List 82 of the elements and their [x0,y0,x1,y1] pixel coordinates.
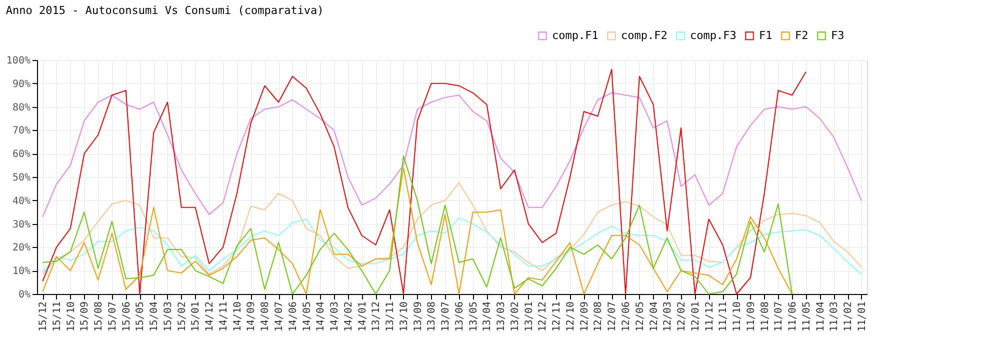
x-tick-label: 12/11 [552,302,563,332]
legend-label: F1 [759,28,772,42]
x-tick-label: 14/11 [218,302,230,332]
x-tick-label: 15/09 [80,302,91,332]
x-tick-label: 14/04 [316,302,327,332]
x-tick-label: 12/03 [662,302,674,332]
x-tick-label: 12/06 [620,302,632,332]
x-tick-label: 14/10 [232,302,244,332]
x-tick-label: 14/12 [204,302,216,332]
x-tick-label: 15/07 [107,302,118,332]
x-tick-label: 15/05 [135,302,146,332]
x-tick-label: 12/05 [634,302,646,332]
x-tick-label: 12/02 [676,302,688,332]
x-tick-label: 14/01 [357,302,368,332]
legend-label: F2 [795,28,808,42]
legend-label: F3 [831,28,844,42]
x-tick-label: 11/02 [843,302,854,332]
x-tick-label: 13/03 [496,302,508,332]
y-tick-label: 90% [12,78,30,90]
y-tick-label: 50% [12,172,30,184]
x-tick-label: 14/09 [246,302,258,332]
x-tick-label: 12/12 [538,302,549,332]
line-series [42,217,862,275]
line-series [42,92,862,218]
x-tick-label: 15/03 [162,302,174,332]
y-tick-label: 60% [12,149,30,160]
line-series [42,182,862,275]
x-tick-label: 13/12 [371,302,382,332]
chart-title: Anno 2015 - Autoconsumi Vs Consumi (comparativa) [6,4,324,17]
x-tick-label: 13/04 [482,302,494,332]
x-tick-label: 12/08 [593,302,604,332]
x-tick-label: 11/06 [788,302,799,332]
y-tick-label: 70% [12,126,30,137]
x-tick-label: 13/05 [468,302,480,332]
x-tick-label: 13/06 [454,302,466,332]
x-tick-label: 13/02 [510,302,521,332]
x-tick-label: 12/01 [690,302,702,332]
x-tick-label: 15/11 [52,302,63,332]
x-tick-label: 15/04 [149,302,160,332]
x-tick-label: 15/02 [176,302,188,332]
x-tick-label: 14/05 [302,302,313,332]
y-tick-label: 0% [18,290,30,300]
x-tick-label: 11/07 [774,302,785,332]
y-tick-label: 80% [12,102,30,114]
x-tick-label: 14/06 [288,302,299,332]
x-tick-label: 12/07 [607,302,618,332]
x-tick-label: 14/03 [330,302,341,332]
y-tick-label: 10% [12,266,30,278]
x-tick-label: 12/09 [579,302,590,332]
x-tick-label: 11/08 [760,302,771,332]
x-tick-label: 13/11 [385,302,396,332]
x-tick-label: 15/08 [94,302,105,332]
x-tick-label: 15/06 [121,302,132,332]
x-tick-label: 11/12 [704,302,716,332]
x-tick-label: 11/05 [801,302,812,332]
line-series [42,68,806,294]
x-tick-label: 15/12 [38,302,50,332]
x-tick-label: 11/10 [732,302,744,332]
x-tick-label: 13/01 [524,302,535,332]
x-tick-label: 12/10 [565,302,576,332]
x-tick-label: 13/10 [398,302,410,332]
x-tick-label: 13/08 [426,302,438,332]
x-tick-label: 11/09 [746,302,757,332]
y-tick-label: 40% [12,196,30,207]
y-tick-label: 20% [12,242,30,254]
x-tick-label: 11/01 [856,302,868,332]
x-tick-label: 15/01 [190,302,202,332]
x-tick-label: 14/07 [274,302,286,332]
x-tick-label: 11/04 [815,302,826,332]
legend-label: comp.F2 [621,28,668,42]
legend-label: comp.F1 [552,28,598,42]
x-tick-label: 14/02 [343,302,354,332]
y-tick-label: 100% [6,56,30,66]
x-tick-label: 13/09 [412,302,424,332]
x-tick-label: 14/08 [260,302,272,332]
x-tick-label: 15/10 [66,302,77,332]
x-tick-label: 13/07 [440,302,452,332]
x-tick-label: 12/04 [648,302,660,332]
y-tick-label: 30% [12,219,30,230]
x-tick-label: 11/11 [718,302,730,332]
x-tick-label: 11/03 [829,302,840,332]
legend-label: comp.F3 [690,28,736,42]
